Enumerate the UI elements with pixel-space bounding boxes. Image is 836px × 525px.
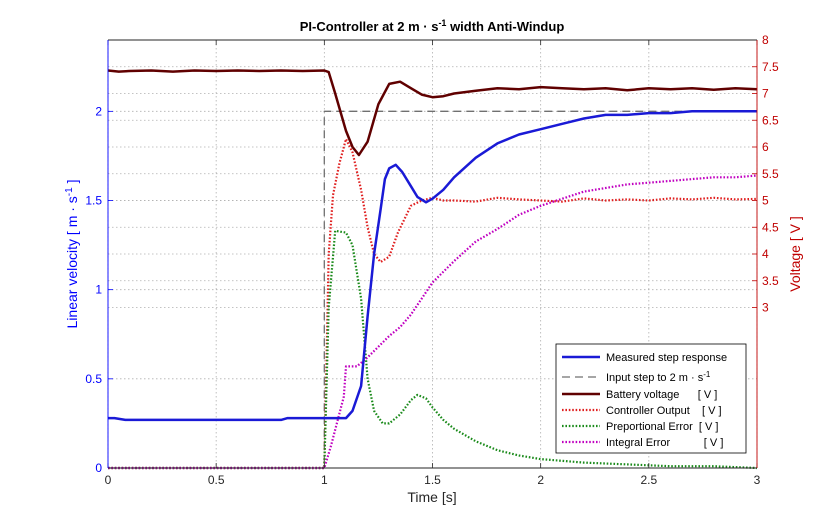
series-measured-step-response (108, 110, 757, 422)
title-main: PI-Controller at 2 m · s (300, 19, 439, 34)
x-tick-label: 3 (754, 473, 761, 487)
legend-input-sup: -1 (703, 370, 711, 379)
y-right-tick-label: 4.5 (762, 220, 779, 234)
legend-lines (562, 355, 600, 444)
y-right-tick-label: 6.5 (762, 113, 779, 127)
legend-label-proportional: Preportional Error [ V ] (606, 421, 719, 433)
y-left-tick-label: 0.5 (85, 372, 102, 386)
y-right-tick-label: 4 (762, 247, 769, 261)
y-left-label-sup: -1 (64, 187, 75, 196)
legend-label-integral: Integral Error [ V ] (606, 437, 723, 449)
y-right-tick-label: 5 (762, 194, 769, 208)
series-proportional-error (108, 229, 758, 470)
y-left-tick-label: 0 (95, 461, 102, 475)
y-right-tick-label: 7.5 (762, 60, 779, 74)
series-battery-voltage (107, 69, 758, 157)
x-tick-label: 1 (321, 473, 328, 487)
y-right-tick-label: 8 (762, 33, 769, 47)
y-axis-right-label: Voltage [ V ] (787, 216, 803, 292)
x-tick-label: 1.5 (424, 473, 441, 487)
series-integral-error (108, 174, 758, 470)
legend-box (555, 343, 747, 454)
y-left-tick-label: 1.5 (85, 194, 102, 208)
legend-label-input: Input step to 2 m · s-1 (606, 370, 711, 384)
y-right-tick-label: 6 (762, 140, 769, 154)
title-rest: width Anti-Windup (446, 19, 564, 34)
y-axis-left-label: Linear velocity [ m · s-1 ] (64, 180, 80, 329)
y-right-tick-label: 5.5 (762, 167, 779, 181)
y-left-label-main: Linear velocity [ m · s (64, 196, 80, 328)
y-right-tick-label: 7 (762, 87, 769, 101)
legend-label-controller: Controller Output [ V ] (606, 405, 722, 417)
x-axis-label: Time [s] (407, 489, 456, 505)
title-sup: -1 (438, 18, 446, 28)
x-tick-label: 2 (537, 473, 544, 487)
legend-label-battery: Battery voltage [ V ] (606, 389, 717, 401)
y-right-tick-label: 3.5 (762, 274, 779, 288)
x-tick-label: 0.5 (208, 473, 225, 487)
legend: Measured step response Input step to 2 m… (555, 343, 747, 454)
y-left-label-rest: ] (64, 180, 80, 188)
legend-label-measured: Measured step response (606, 352, 727, 364)
x-tick-label: 2.5 (640, 473, 657, 487)
axes: 0 0.5 1 1.5 2 2.5 3 0 0.5 1 1.5 2 3 3.5 4 4.5 5 5.5 6 6.5 7 7… (85, 33, 779, 487)
x-tick-label: 0 (105, 473, 112, 487)
y-left-tick-label: 1 (95, 283, 102, 297)
y-left-tick-label: 2 (95, 104, 102, 118)
y-right-tick-label: 3 (762, 301, 769, 315)
legend-input-main: Input step to 2 m · s (606, 372, 704, 384)
chart-title: PI-Controller at 2 m · s-1 width Anti-Wi… (300, 18, 565, 34)
